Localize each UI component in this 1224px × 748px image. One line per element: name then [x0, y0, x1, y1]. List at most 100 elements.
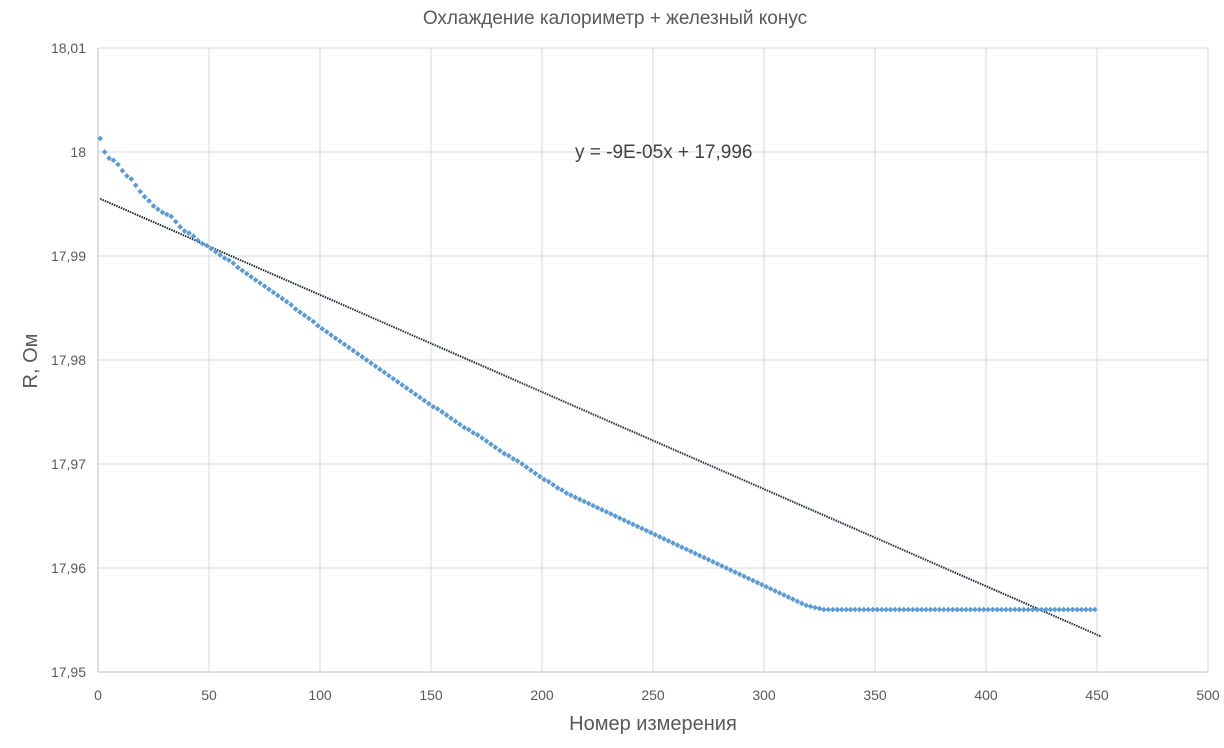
- data-point: [816, 605, 823, 612]
- data-point: [132, 182, 139, 189]
- data-point: [639, 525, 645, 532]
- data-point: [115, 161, 121, 168]
- data-point: [576, 496, 583, 503]
- data-point: [563, 490, 570, 496]
- x-tick-label: 100: [308, 687, 332, 703]
- data-point: [457, 421, 463, 428]
- gridlines: [98, 47, 1209, 672]
- data-point: [790, 596, 796, 603]
- data-point: [834, 606, 841, 613]
- data-point: [1025, 606, 1032, 613]
- data-point: [612, 513, 619, 519]
- data-point: [572, 494, 579, 501]
- y-tick-label: 17,96: [51, 560, 86, 576]
- data-point: [585, 500, 592, 507]
- data-point: [829, 606, 836, 613]
- data-point: [501, 450, 508, 457]
- data-point: [1043, 606, 1049, 613]
- data-point: [798, 600, 805, 607]
- data-point: [235, 264, 241, 271]
- data-point: [257, 280, 263, 286]
- data-point: [208, 245, 215, 252]
- data-point: [723, 565, 730, 571]
- data-point: [448, 415, 454, 422]
- data-point: [390, 375, 397, 382]
- data-point: [727, 567, 734, 573]
- data-point: [172, 218, 179, 225]
- data-point: [252, 277, 259, 283]
- data-point: [838, 606, 845, 613]
- data-point: [670, 540, 676, 546]
- data-point: [1029, 606, 1036, 613]
- data-point: [408, 388, 414, 395]
- data-point: [869, 606, 876, 613]
- data-point: [1069, 606, 1076, 613]
- data-point: [581, 498, 588, 505]
- data-point: [976, 606, 983, 613]
- data-point: [359, 354, 366, 360]
- data-point: [643, 527, 650, 534]
- x-tick-label: 500: [1196, 687, 1220, 703]
- data-point: [923, 606, 929, 613]
- data-point: [927, 606, 934, 613]
- data-point: [1003, 606, 1009, 613]
- data-point: [776, 590, 783, 596]
- data-point: [377, 366, 383, 373]
- data-point: [243, 270, 250, 277]
- data-point: [812, 604, 818, 611]
- data-point: [909, 606, 916, 613]
- data-point: [417, 394, 423, 401]
- data-point: [883, 606, 889, 613]
- data-point: [665, 538, 672, 544]
- data-point: [861, 606, 867, 613]
- data-point: [710, 558, 716, 565]
- data-point: [532, 470, 539, 477]
- data-point: [297, 309, 303, 315]
- data-point: [599, 506, 605, 513]
- data-point: [980, 606, 987, 613]
- y-tick-label: 17,97: [51, 456, 86, 472]
- data-point: [874, 606, 881, 613]
- data-point: [443, 412, 450, 418]
- data-point: [536, 473, 543, 480]
- data-point: [998, 606, 1005, 613]
- data-point: [150, 203, 157, 209]
- data-point: [128, 176, 135, 182]
- data-point: [488, 441, 494, 448]
- data-point: [750, 577, 756, 584]
- data-point: [155, 206, 161, 213]
- data-point: [1091, 606, 1098, 613]
- data-point: [878, 606, 885, 613]
- data-point: [523, 464, 530, 470]
- data-point: [505, 452, 512, 459]
- data-point: [1056, 606, 1063, 613]
- data-point: [985, 606, 992, 613]
- data-point: [821, 606, 827, 613]
- data-point: [226, 257, 232, 263]
- data-point: [306, 315, 312, 322]
- data-point: [97, 135, 104, 142]
- data-point: [732, 569, 738, 575]
- data-point: [683, 546, 690, 553]
- data-point: [337, 338, 343, 345]
- data-point: [705, 556, 712, 563]
- data-point: [212, 249, 219, 255]
- data-point: [621, 517, 627, 523]
- data-point: [283, 298, 290, 305]
- data-point: [363, 357, 370, 363]
- data-point: [217, 252, 223, 258]
- data-point: [1012, 606, 1018, 613]
- data-point: [190, 233, 197, 240]
- data-point: [887, 606, 894, 613]
- y-tick-label: 17,99: [51, 248, 86, 264]
- data-point: [163, 211, 170, 218]
- data-point: [195, 237, 201, 244]
- data-point: [634, 523, 641, 530]
- data-point: [350, 347, 357, 354]
- data-point: [607, 511, 614, 517]
- x-tick-label: 250: [641, 687, 665, 703]
- data-point: [346, 344, 352, 351]
- data-point: [425, 400, 432, 407]
- data-point: [368, 360, 374, 366]
- data-point: [137, 188, 144, 195]
